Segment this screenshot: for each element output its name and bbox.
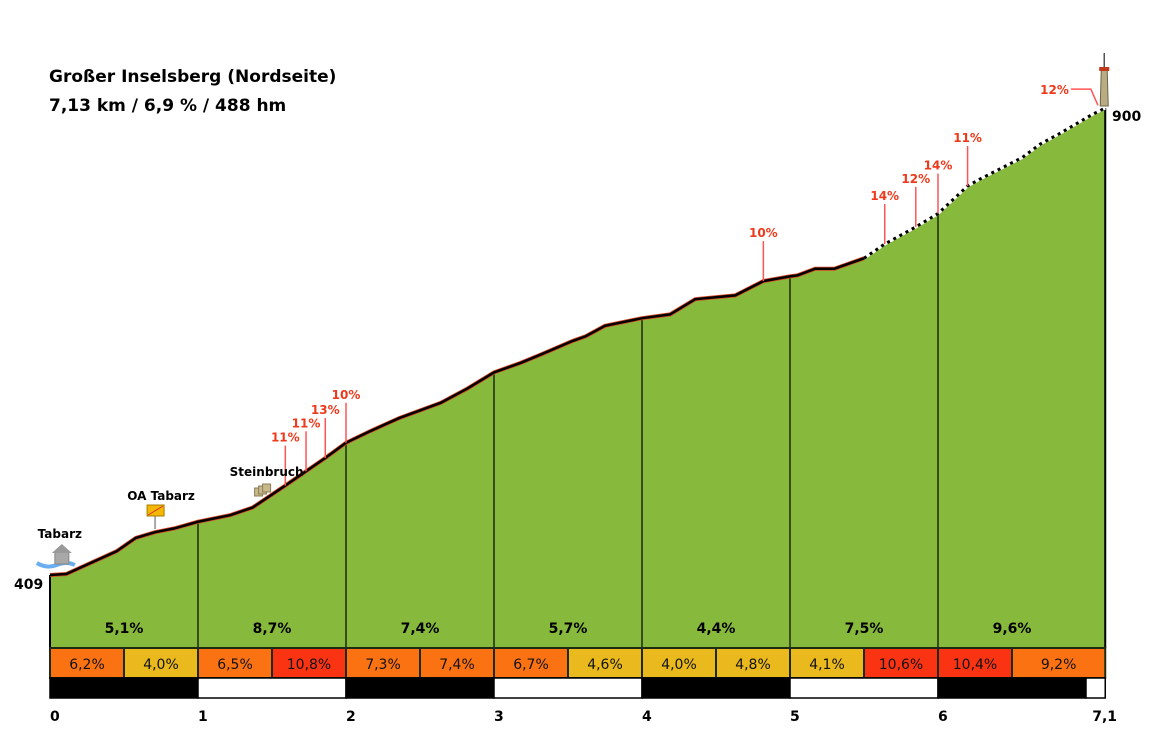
steep-annotation: 11%: [953, 131, 982, 145]
tower-icon: [1099, 69, 1109, 107]
steep-annotation: 12%: [1040, 83, 1069, 97]
x-tick-label: 2: [346, 709, 356, 725]
gradient-band-segment: [863, 647, 939, 679]
end-elevation-label: 900: [1112, 109, 1141, 125]
km-scale-bar: [49, 677, 199, 699]
x-tick-label: 4: [642, 709, 652, 725]
gradient-band-label: 9,2%: [1041, 657, 1077, 673]
km-scale-bar: [937, 677, 1087, 699]
steep-annotation: 11%: [292, 416, 321, 430]
tower-platform: [1099, 67, 1110, 71]
gradient-band-segment: [419, 647, 495, 679]
gradient-band-label: 4,1%: [809, 657, 845, 673]
waypoint-label: Steinbruch: [230, 465, 304, 479]
profile-line-paved: [49, 257, 865, 577]
start-elevation-label: 409: [14, 577, 43, 593]
gradient-band-segment: [567, 647, 643, 679]
gradient-band-label: 10,4%: [953, 657, 997, 673]
waypoint-label: OA Tabarz: [127, 489, 195, 503]
village-roof-icon: [51, 544, 72, 553]
profile-area: [50, 108, 1106, 648]
chart-title: Großer Inselsberg (Nordseite): [49, 67, 336, 87]
x-tick-label: 6: [938, 709, 948, 725]
gradient-band-label: 4,6%: [587, 657, 623, 673]
km-average-label: 5,7%: [549, 621, 588, 637]
gradient-band-label: 6,7%: [513, 657, 549, 673]
steep-annotation: 11%: [271, 431, 300, 445]
km-scale-bar: [1085, 677, 1106, 699]
km-scale-bar: [493, 677, 643, 699]
steep-annotation: 12%: [901, 172, 930, 186]
gradient-band-label: 6,2%: [69, 657, 105, 673]
profile-line-unpaved: [863, 106, 1106, 260]
gradient-band-label: 4,0%: [143, 657, 179, 673]
gradient-band-label: 10,8%: [287, 657, 331, 673]
x-tick-label: 0: [50, 709, 60, 725]
km-scale-bar: [789, 677, 939, 699]
x-tick-label: 1: [198, 709, 208, 725]
km-average-label: 7,5%: [845, 621, 884, 637]
chart-subtitle: 7,13 km / 6,9 % / 488 hm: [49, 96, 286, 116]
km-average-label: 7,4%: [401, 621, 440, 637]
waypoint-label: Tabarz: [38, 527, 82, 541]
km-average-label: 4,4%: [697, 621, 736, 637]
x-tick-label: 5: [790, 709, 800, 725]
gradient-band-segment: [49, 647, 125, 679]
gradient-band-segment: [715, 647, 791, 679]
gradient-band-label: 6,5%: [217, 657, 253, 673]
village-icon: [54, 551, 70, 565]
steep-annotation: 14%: [924, 159, 953, 173]
steep-annotation: 10%: [332, 388, 361, 402]
quarry-icon: [262, 483, 272, 493]
km-average-label: 9,6%: [993, 621, 1032, 637]
km-average-label: 5,1%: [105, 621, 144, 637]
km-average-label: 8,7%: [253, 621, 292, 637]
water-icon: [35, 561, 76, 569]
x-tick-label: 3: [494, 709, 504, 725]
gradient-band-segment: [1011, 647, 1107, 679]
gradient-band-label: 7,3%: [365, 657, 401, 673]
km-scale-bar: [197, 677, 347, 699]
x-tick-label: 7,1: [1092, 709, 1117, 725]
gradient-band-label: 4,8%: [735, 657, 771, 673]
sign-strike: [147, 505, 164, 516]
annotation-leader: [1070, 88, 1099, 106]
gradient-band-segment: [937, 647, 1013, 679]
steep-annotation: 13%: [311, 403, 340, 417]
steep-annotation: 14%: [870, 189, 899, 203]
steep-annotation: 10%: [749, 226, 778, 240]
gradient-band-label: 10,6%: [879, 657, 923, 673]
gradient-band-label: 7,4%: [439, 657, 475, 673]
km-scale-bar: [641, 677, 791, 699]
km-scale-bar: [345, 677, 495, 699]
gradient-band-label: 4,0%: [661, 657, 697, 673]
